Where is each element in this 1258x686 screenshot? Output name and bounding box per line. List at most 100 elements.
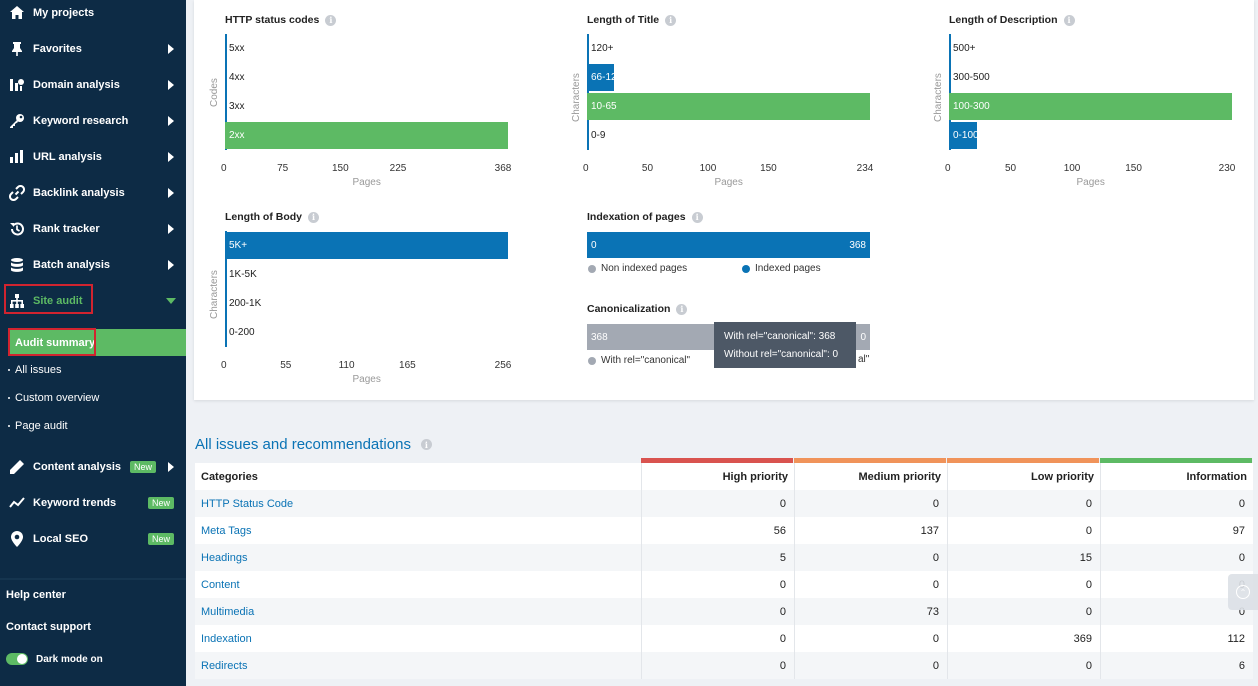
- category-label: 500+: [953, 43, 976, 54]
- chart-title: Length of Body i: [225, 211, 319, 223]
- table-cell[interactable]: 6: [1100, 652, 1253, 679]
- sidebar-item-label: Keyword research: [33, 115, 129, 127]
- sidebar-item-favorites[interactable]: Favorites: [0, 31, 186, 67]
- table-cell[interactable]: 0: [947, 490, 1100, 517]
- help-center-link[interactable]: Help center: [6, 589, 66, 601]
- sidebar-item-batch-analysis[interactable]: Batch analysis: [0, 247, 186, 283]
- table-cell[interactable]: 5: [641, 544, 794, 571]
- table-cell[interactable]: 0: [641, 490, 794, 517]
- table-cell[interactable]: 0: [794, 544, 947, 571]
- sidebar-item-local-seo[interactable]: Local SEO New: [0, 521, 186, 557]
- chart-bar: [225, 232, 508, 259]
- sidebar-item-keyword-research[interactable]: Keyword research: [0, 103, 186, 139]
- sub-item-all-issues[interactable]: All issues: [8, 364, 61, 376]
- category-label: 300-500: [953, 72, 990, 83]
- category-label: 2xx: [229, 130, 245, 141]
- table-row: HTTP Status Code 0 0 0 0: [195, 490, 1253, 517]
- x-tick-label: 0: [221, 360, 227, 371]
- table-cell[interactable]: 0: [1100, 598, 1253, 625]
- x-tick-label: 150: [1125, 163, 1142, 174]
- table-cell[interactable]: 0: [794, 652, 947, 679]
- info-icon[interactable]: i: [308, 211, 319, 223]
- table-row: Meta Tags 56 137 0 97: [195, 517, 1253, 544]
- chevron-right-icon: [168, 260, 174, 270]
- scroll-top-button[interactable]: ⌃: [1228, 574, 1258, 610]
- sub-item-custom-overview[interactable]: Custom overview: [8, 392, 99, 404]
- sub-item-label: Audit summary: [15, 336, 96, 349]
- chart-title: Canonicalization i: [587, 303, 688, 315]
- chevron-up-icon: ⌃: [1236, 585, 1250, 599]
- sub-item-label: Custom overview: [15, 392, 100, 404]
- x-tick-label: 225: [389, 163, 407, 174]
- category-link[interactable]: Redirects: [201, 659, 248, 672]
- legend-item[interactable]: With rel="canonical": [588, 355, 690, 366]
- category-link[interactable]: Multimedia: [201, 605, 255, 618]
- table-cell[interactable]: 15: [947, 544, 1100, 571]
- table-cell[interactable]: 97: [1100, 517, 1253, 544]
- info-icon[interactable]: i: [665, 14, 677, 26]
- sidebar-item-url-analysis[interactable]: URL analysis: [0, 139, 186, 175]
- chart-title-text: Canonicalization: [587, 303, 671, 315]
- category-link[interactable]: Headings: [201, 551, 248, 564]
- chart-title: HTTP status codes i: [225, 14, 337, 26]
- table-cell[interactable]: 0: [947, 598, 1100, 625]
- sidebar-item-backlink-analysis[interactable]: Backlink analysis: [0, 175, 186, 211]
- info-icon[interactable]: i: [676, 303, 688, 315]
- sub-item-page-audit[interactable]: Page audit: [8, 420, 68, 432]
- table-cell[interactable]: 0: [947, 517, 1100, 544]
- sidebar-item-rank-tracker[interactable]: Rank tracker: [0, 211, 186, 247]
- dark-mode-toggle[interactable]: [6, 653, 28, 665]
- x-tick-label: 50: [641, 163, 654, 174]
- sub-item-label: Page audit: [15, 420, 68, 432]
- table-cell[interactable]: 0: [794, 490, 947, 517]
- info-icon[interactable]: i: [420, 439, 432, 450]
- info-icon[interactable]: i: [1063, 14, 1075, 26]
- legend-item[interactable]: Non indexed pages: [588, 263, 687, 274]
- sidebar-item-domain-analysis[interactable]: Domain analysis: [0, 67, 186, 103]
- column-header[interactable]: Medium priority: [794, 463, 947, 490]
- category-link[interactable]: Content: [201, 578, 240, 591]
- sidebar-item-my-projects[interactable]: My projects: [0, 0, 186, 31]
- table-cell[interactable]: 137: [794, 517, 947, 544]
- legend-label: Indexed pages: [755, 263, 821, 274]
- y-axis-label: Characters: [933, 73, 944, 122]
- sitemap-icon: [8, 292, 26, 310]
- table-cell[interactable]: 0: [641, 598, 794, 625]
- table-cell[interactable]: 0: [641, 652, 794, 679]
- table-cell[interactable]: 73: [794, 598, 947, 625]
- category-label: 1K-5K: [229, 269, 257, 280]
- x-tick-label: 100: [1063, 163, 1081, 174]
- table-cell[interactable]: 0: [794, 571, 947, 598]
- table-cell[interactable]: 0: [947, 652, 1100, 679]
- table-cell[interactable]: 112: [1100, 625, 1253, 652]
- trend-icon: [8, 494, 26, 512]
- table-cell[interactable]: 56: [641, 517, 794, 544]
- column-header[interactable]: Low priority: [947, 463, 1100, 490]
- info-icon[interactable]: i: [325, 14, 337, 26]
- table-cell[interactable]: 0: [794, 625, 947, 652]
- table-cell[interactable]: 0: [1100, 544, 1253, 571]
- table-cell[interactable]: 0: [641, 625, 794, 652]
- legend-item[interactable]: Indexed pages: [742, 263, 821, 274]
- column-header[interactable]: Categories: [201, 470, 258, 483]
- column-header[interactable]: High priority: [641, 463, 794, 490]
- table-cell[interactable]: 369: [947, 625, 1100, 652]
- category-link[interactable]: Indexation: [201, 632, 252, 645]
- sidebar-item-label: Favorites: [33, 43, 82, 55]
- sidebar-item-label: Local SEO: [33, 533, 89, 545]
- category-label: 200-1K: [229, 298, 262, 309]
- segment-label: 368: [591, 332, 608, 343]
- table-cell[interactable]: 0: [947, 571, 1100, 598]
- sidebar-item-content-analysis[interactable]: Content analysis New: [0, 449, 186, 485]
- sub-item-audit-summary[interactable]: Audit summary: [8, 329, 186, 356]
- info-icon[interactable]: i: [691, 211, 703, 223]
- sidebar-item-site-audit[interactable]: Site audit: [0, 283, 186, 319]
- sidebar-item-keyword-trends[interactable]: Keyword trends New: [0, 485, 186, 521]
- table-cell[interactable]: 0: [641, 571, 794, 598]
- legend-label: With rel="canonical": [601, 355, 691, 366]
- contact-support-link[interactable]: Contact support: [6, 621, 91, 633]
- table-cell[interactable]: 0: [1100, 490, 1253, 517]
- category-link[interactable]: HTTP Status Code: [201, 497, 294, 510]
- column-header[interactable]: Information: [1100, 463, 1253, 490]
- category-link[interactable]: Meta Tags: [201, 524, 252, 537]
